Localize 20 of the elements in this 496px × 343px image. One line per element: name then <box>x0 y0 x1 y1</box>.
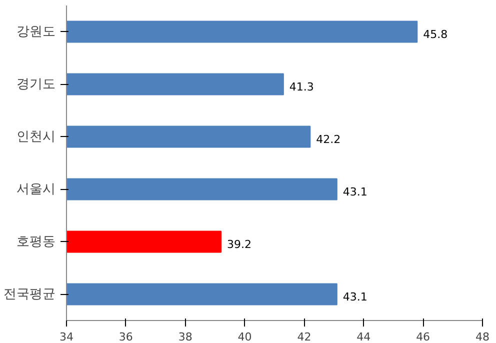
data-label: 41.3 <box>289 80 314 94</box>
x-tick-label: 36 <box>118 330 133 343</box>
x-tick-label: 34 <box>60 330 74 343</box>
x-tick-label: 38 <box>178 330 192 343</box>
y-tick-label: 경기도 <box>16 76 56 92</box>
x-tick-label: 44 <box>356 330 371 343</box>
data-label: 39.2 <box>227 238 252 251</box>
y-tick-label: 서울시 <box>16 182 56 197</box>
data-label: 43.1 <box>342 290 368 304</box>
y-tick-label: 강원도 <box>16 24 56 40</box>
data-label: 43.1 <box>342 185 368 198</box>
x-tick-label: 42 <box>297 330 312 343</box>
x-tick-label: 48 <box>476 330 490 343</box>
x-tick-label: 40 <box>238 330 252 343</box>
data-label: 42.2 <box>316 132 341 146</box>
x-tick-label: 46 <box>416 330 430 343</box>
y-tick-label: 인천시 <box>16 129 56 144</box>
data-label: 45.8 <box>423 28 448 41</box>
y-tick-label: 호평동 <box>16 234 56 250</box>
y-tick-label: 전국평균 <box>4 286 56 302</box>
